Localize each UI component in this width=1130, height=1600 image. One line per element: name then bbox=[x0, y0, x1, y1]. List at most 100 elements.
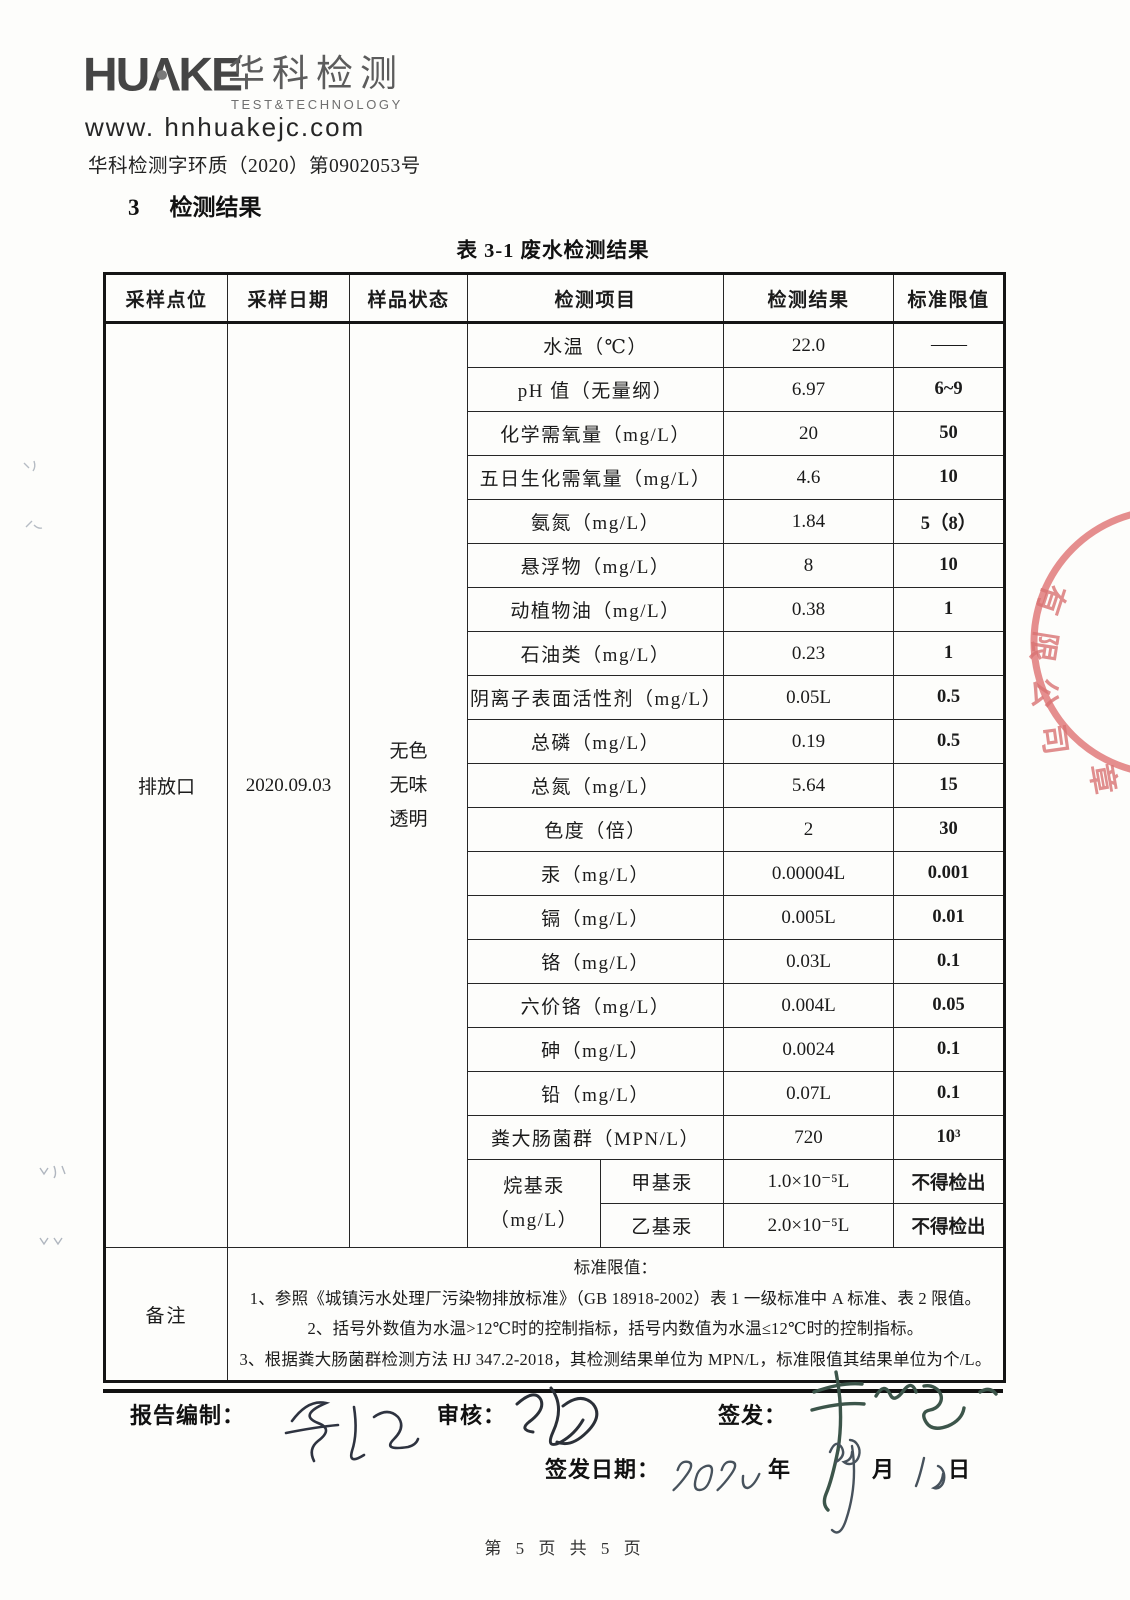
table-row: pH 值（无量纲） 6.97 6~9 bbox=[105, 367, 1006, 412]
table-row: 排放口 2020.09.03 无色 无味 透明 水温（℃） 22.0 —— bbox=[104, 322, 1006, 1248]
limit-cell: 1 bbox=[893, 587, 1006, 632]
section-title: 检测结果 bbox=[169, 195, 262, 220]
stamp-char: 限 bbox=[1024, 629, 1061, 664]
logo-text-part3: KE bbox=[178, 49, 243, 102]
logo-letter-a: Λ bbox=[148, 52, 180, 99]
result-cell: 6.97 bbox=[723, 367, 895, 412]
result-cell: 2.0×10⁻⁵L bbox=[723, 1203, 895, 1248]
col-header-result: 检测结果 bbox=[723, 273, 895, 324]
limit-cell: 5（8） bbox=[893, 499, 1006, 544]
remarks-label-cell: 备注 bbox=[104, 1247, 228, 1382]
limit-cell: 10³ bbox=[893, 1115, 1006, 1160]
scan-smudge bbox=[23, 460, 36, 472]
reviewed-by-label: 审核： bbox=[437, 1403, 507, 1428]
limit-cell: 0.5 bbox=[893, 719, 1006, 764]
test-item-cell: 阴离子表面活性剂（mg/L） bbox=[466, 675, 725, 720]
test-item-cell: 粪大肠菌群（MPN/L） bbox=[466, 1115, 725, 1160]
result-cell: 0.38 bbox=[723, 587, 895, 632]
result-cell: 8 bbox=[723, 543, 895, 588]
wastewater-results-table: 采样点位 采样日期 样品状态 检测项目 检测结果 标准限值 排放口 2020.0… bbox=[103, 272, 1007, 1383]
col-header-limit: 标准限值 bbox=[893, 273, 1006, 324]
test-item-cell: 悬浮物（mg/L） bbox=[466, 543, 725, 588]
issue-date-label: 签发日期： bbox=[545, 1457, 661, 1482]
table-row: 化学需氧量（mg/L） 20 50 bbox=[105, 411, 1006, 456]
table-row: 汞（mg/L） 0.00004L 0.001 bbox=[105, 851, 1006, 896]
limit-cell: 6~9 bbox=[893, 367, 1006, 412]
limit-cell: 不得检出 bbox=[893, 1159, 1006, 1204]
test-item-cell: 乙基汞 bbox=[599, 1203, 725, 1248]
table-row: 动植物油（mg/L） 0.38 1 bbox=[105, 587, 1006, 632]
limit-cell: 50 bbox=[893, 411, 1006, 456]
table-row: 阴离子表面活性剂（mg/L） 0.05L 0.5 bbox=[105, 675, 1006, 720]
limit-cell: 10 bbox=[893, 543, 1006, 588]
month-char: 月 bbox=[872, 1457, 896, 1482]
logo-text-part1: HU bbox=[83, 49, 150, 102]
test-item-cell: 石油类（mg/L） bbox=[466, 631, 725, 676]
result-cell: 0.005L bbox=[723, 895, 895, 940]
limit-cell: —— bbox=[893, 322, 1006, 368]
limit-cell: 0.001 bbox=[893, 851, 1006, 896]
table-row: 铅（mg/L） 0.07L 0.1 bbox=[105, 1071, 1006, 1116]
col-header-sampling-point: 采样点位 bbox=[104, 273, 228, 324]
remarks-row: 备注 标准限值： 1、参照《城镇污水处理厂污染物排放标准》（GB 18918-2… bbox=[104, 1247, 1006, 1382]
limit-cell: 30 bbox=[893, 807, 1006, 852]
test-item-cell: 化学需氧量（mg/L） bbox=[466, 411, 725, 456]
limit-cell: 10 bbox=[893, 455, 1006, 500]
table-row: 石油类（mg/L） 0.23 1 bbox=[105, 631, 1006, 676]
col-header-sampling-date: 采样日期 bbox=[227, 273, 350, 324]
limit-cell: 0.5 bbox=[893, 675, 1006, 720]
test-item-cell: 动植物油（mg/L） bbox=[466, 587, 725, 632]
section-number: 3 bbox=[128, 195, 140, 220]
test-item-cell: 铬（mg/L） bbox=[466, 939, 725, 984]
scan-smudge bbox=[39, 1237, 63, 1246]
remarks-text-cell: 标准限值： 1、参照《城镇污水处理厂污染物排放标准》（GB 18918-2002… bbox=[226, 1247, 1006, 1382]
issue-date-month-handwriting bbox=[828, 1438, 861, 1534]
test-item-cell: 甲基汞 bbox=[599, 1159, 725, 1204]
section-heading: 3 检测结果 bbox=[128, 188, 262, 222]
huake-logo: HUΛKE bbox=[83, 49, 243, 102]
limit-cell: 不得检出 bbox=[893, 1203, 1006, 1248]
result-cell: 20 bbox=[723, 411, 895, 456]
test-item-cell: 氨氮（mg/L） bbox=[466, 499, 725, 544]
prepared-by-signature bbox=[284, 1401, 420, 1463]
sampling-point-cell: 排放口 bbox=[104, 322, 228, 1248]
page-footer: 第 5 页 共 5 页 bbox=[484, 1539, 646, 1558]
table-row: 总磷（mg/L） 0.19 0.5 bbox=[105, 719, 1006, 764]
test-item-cell: 汞（mg/L） bbox=[466, 851, 725, 896]
test-item-cell: 砷（mg/L） bbox=[466, 1027, 725, 1072]
result-cell: 0.0024 bbox=[723, 1027, 895, 1072]
logo-website: www. hnhuakejc.com bbox=[85, 112, 366, 142]
prepared-by-label: 报告编制： bbox=[130, 1403, 246, 1428]
test-item-cell: 色度（倍） bbox=[466, 807, 725, 852]
limit-cell: 0.1 bbox=[893, 1071, 1006, 1116]
limit-cell: 0.1 bbox=[893, 939, 1006, 984]
limit-cell: 0.1 bbox=[893, 1027, 1006, 1072]
table-row: 氨氮（mg/L） 1.84 5（8） bbox=[105, 499, 1006, 544]
test-item-cell: 五日生化需氧量（mg/L） bbox=[466, 455, 725, 500]
sampling-date-cell: 2020.09.03 bbox=[227, 322, 350, 1248]
result-cell: 0.19 bbox=[723, 719, 895, 764]
result-cell: 0.03L bbox=[723, 939, 895, 984]
test-item-cell: 六价铬（mg/L） bbox=[466, 983, 725, 1028]
result-cell: 0.07L bbox=[723, 1071, 895, 1116]
table-row: 铬（mg/L） 0.03L 0.1 bbox=[105, 939, 1006, 984]
table-row: 总氮（mg/L） 5.64 15 bbox=[105, 763, 1006, 808]
alkyl-mercury-group-cell: 烷基汞 （mg/L） bbox=[467, 1159, 601, 1248]
sample-state-cell: 无色 无味 透明 bbox=[349, 322, 468, 1248]
table-row: 色度（倍） 2 30 bbox=[105, 807, 1006, 852]
result-cell: 1.84 bbox=[723, 499, 895, 544]
limit-cell: 1 bbox=[893, 631, 1006, 676]
limit-cell: 15 bbox=[893, 763, 1006, 808]
issue-date-day-handwriting bbox=[914, 1456, 946, 1490]
result-cell: 22.0 bbox=[723, 322, 895, 368]
test-item-cell: pH 值（无量纲） bbox=[466, 367, 725, 412]
col-header-sample-state: 样品状态 bbox=[349, 273, 468, 324]
table-row: 悬浮物（mg/L） 8 10 bbox=[105, 543, 1006, 588]
test-item-cell: 水温（℃） bbox=[466, 322, 725, 368]
result-cell: 0.23 bbox=[723, 631, 895, 676]
table-row: 五日生化需氧量（mg/L） 4.6 10 bbox=[105, 455, 1006, 500]
result-cell: 0.004L bbox=[723, 983, 895, 1028]
table-title: 表 3-1 废水检测结果 bbox=[456, 240, 650, 262]
table-row: 乙基汞 2.0×10⁻⁵L 不得检出 bbox=[105, 1203, 1006, 1248]
